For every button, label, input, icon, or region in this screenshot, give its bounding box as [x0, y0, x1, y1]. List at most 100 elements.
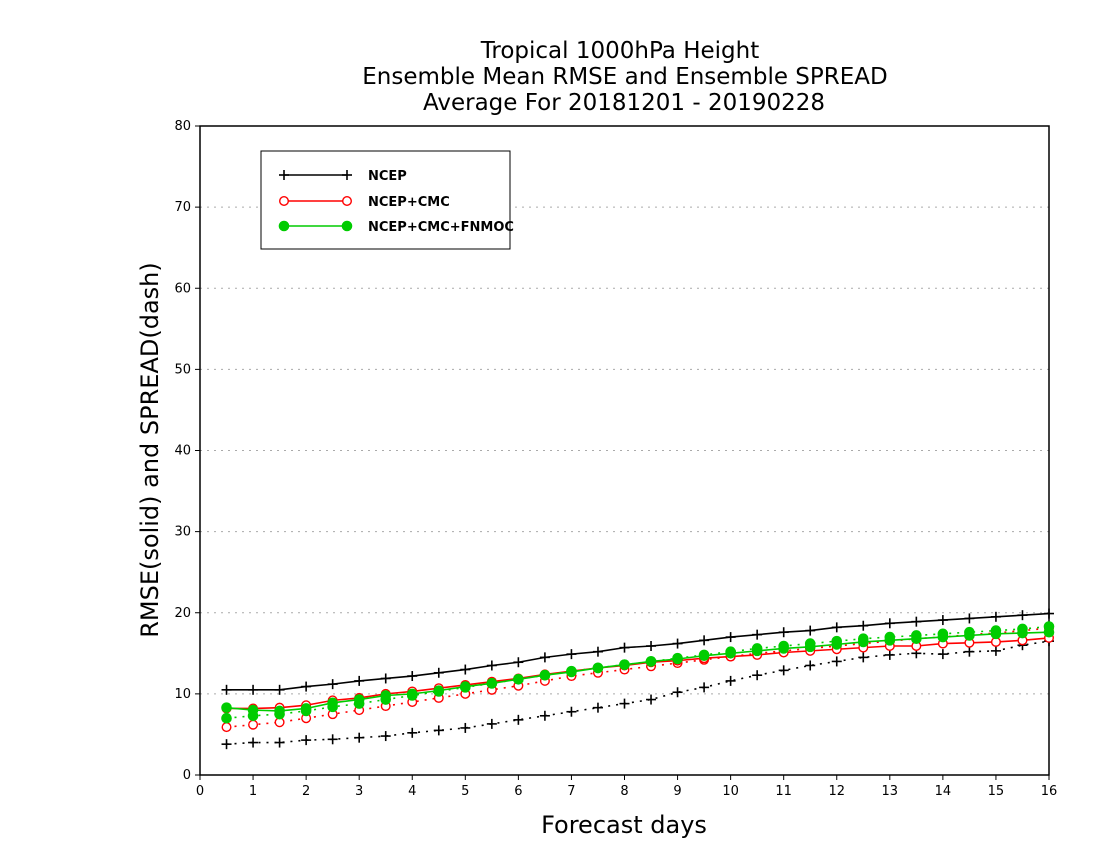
spread-point-0: [513, 714, 524, 725]
x-tick-label: 12: [828, 784, 845, 799]
rmse-point-0: [301, 681, 312, 692]
rmse-point-0: [327, 679, 338, 690]
x-axis-label: Forecast days: [541, 811, 707, 839]
y-tick-label: 70: [174, 200, 191, 215]
rmse-point-2: [884, 635, 896, 646]
chart-title-line-1: Tropical 1000hPa Height: [480, 38, 760, 64]
rmse-point-0: [619, 642, 630, 653]
rmse-point-2: [619, 659, 630, 670]
rmse-point-2: [406, 688, 418, 700]
chart-title-line-3: Average For 20181201 - 20190228: [423, 90, 825, 116]
spread-point-0: [274, 737, 285, 748]
rmse-point-2: [247, 704, 259, 716]
x-tick-label: 8: [620, 784, 628, 799]
rmse-point-2: [778, 643, 789, 654]
rmse-point-0: [566, 649, 577, 660]
spread-point-0: [672, 687, 683, 698]
spread-point-0: [539, 710, 550, 721]
spread-point-1: [248, 719, 259, 730]
rmse-point-0: [964, 613, 975, 624]
rmse-point-2: [353, 694, 365, 705]
rmse-point-0: [646, 641, 657, 652]
legend-swatch-marker: [279, 195, 290, 206]
rmse-line-1: [226, 637, 1050, 710]
rmse-point-2: [221, 702, 232, 713]
rmse-point-2: [1043, 626, 1055, 638]
rmse-point-0: [699, 635, 710, 646]
rmse-point-2: [804, 641, 816, 653]
rmse-point-0: [805, 625, 816, 636]
rmse-point-0: [407, 671, 418, 682]
spread-point-0: [248, 737, 259, 748]
rmse-point-0: [248, 684, 259, 695]
legend-label-ncep: NCEP: [368, 169, 407, 184]
rmse-point-0: [725, 632, 736, 643]
rmse-point-0: [990, 611, 1001, 622]
rmse-point-0: [858, 620, 869, 631]
rmse-point-2: [486, 678, 498, 689]
rmse-point-2: [513, 673, 524, 685]
spread-point-0: [407, 727, 418, 738]
legend-swatch-marker: [279, 170, 289, 180]
rmse-point-2: [725, 648, 736, 659]
rmse-point-2: [964, 630, 975, 641]
y-tick-label: 0: [183, 768, 191, 783]
rmse-point-0: [1044, 608, 1054, 619]
spread-point-0: [752, 670, 763, 681]
rmse-point-2: [751, 645, 763, 657]
rmse-point-2: [433, 685, 445, 696]
rmse-point-0: [380, 673, 391, 684]
rmse-point-2: [300, 703, 312, 714]
legend-label-ncep-cmc: NCEP+CMC: [368, 195, 450, 210]
rmse-point-2: [327, 697, 338, 709]
rmse-point-0: [672, 638, 683, 649]
spread-point-0: [380, 731, 391, 742]
legend-box: [260, 150, 511, 250]
y-tick-label: 30: [174, 525, 191, 540]
spread-line-1: [226, 627, 1050, 728]
spread-point-0: [354, 732, 365, 743]
rmse-point-0: [274, 684, 285, 695]
x-tick-label: 5: [461, 784, 469, 799]
spread-point-0: [964, 646, 975, 657]
rmse-point-0: [778, 627, 789, 638]
x-tick-label: 7: [567, 784, 575, 799]
spread-point-1: [221, 722, 232, 733]
y-axis-label: RMSE(solid) and SPREAD(dash): [136, 262, 164, 638]
x-tick-label: 6: [514, 784, 522, 799]
y-tick-label: 60: [174, 281, 191, 296]
legend-swatch-marker: [342, 170, 352, 180]
legend-swatch-marker: [341, 220, 353, 232]
spread-line-0: [226, 640, 1050, 745]
legend: NCEP NCEP+CMC NCEP+CMC+FNMOC: [260, 150, 514, 250]
rmse-point-0: [831, 622, 842, 633]
rmse-point-2: [831, 639, 843, 650]
spread-point-0: [460, 722, 471, 733]
rmse-point-0: [221, 684, 232, 695]
spread-point-0: [619, 698, 630, 709]
series-lines: [221, 608, 1055, 750]
y-tick-label: 80: [174, 119, 191, 134]
y-tick-label: 50: [174, 362, 191, 377]
y-tick-label: 20: [174, 606, 191, 621]
y-tick-label: 40: [174, 444, 191, 459]
rmse-point-0: [460, 664, 471, 675]
rmse-point-2: [1017, 627, 1028, 639]
rmse-point-0: [752, 629, 763, 640]
x-tick-label: 4: [408, 784, 416, 799]
rmse-point-0: [1017, 610, 1028, 621]
spread-point-0: [725, 675, 736, 686]
x-tick-label: 13: [882, 784, 899, 799]
rmse-point-2: [592, 662, 604, 674]
y-tick-label: 10: [174, 687, 191, 702]
x-tick-label: 10: [722, 784, 739, 799]
spread-point-0: [858, 652, 869, 663]
rmse-point-2: [566, 666, 577, 678]
spread-point-0: [301, 735, 312, 746]
rmse-point-0: [884, 618, 895, 629]
rmse-point-0: [937, 615, 948, 626]
spread-point-0: [433, 725, 444, 736]
x-tick-label: 0: [196, 784, 204, 799]
spread-point-0: [831, 656, 842, 667]
legend-swatches: [278, 170, 353, 232]
